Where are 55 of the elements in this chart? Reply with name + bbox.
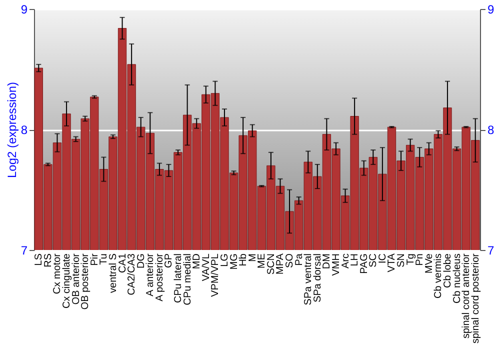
x-tick-label: GP <box>164 253 175 268</box>
x-tick-label: Cx cingulate <box>62 253 73 309</box>
x-tick-label: CPu medial <box>182 254 194 306</box>
x-tick-label: SO <box>284 253 296 268</box>
x-tick-label: LG <box>219 253 230 267</box>
x-tick-label: MPA <box>275 253 286 274</box>
x-tick-label: PAG <box>358 253 370 274</box>
x-tick-label: Cb lobe <box>442 253 454 288</box>
x-tick-label: SCN <box>266 254 277 275</box>
y2-tick-label: 7 <box>488 244 494 258</box>
x-tick-label: VMH <box>330 254 342 276</box>
y-tick-label: 9 <box>20 2 28 16</box>
x-tick-label: spinal cord posterior <box>470 252 482 344</box>
x-tick-label: VPM/VPL <box>210 253 222 297</box>
x-tick-label: A anterior <box>145 252 156 296</box>
x-tick-label: Arc <box>340 254 352 268</box>
x-tick-label: Cx motor <box>52 252 64 294</box>
x-tick-label: Tg <box>405 254 416 266</box>
x-tick-label: OB posterior <box>80 252 92 310</box>
x-tick-label: A posterior <box>154 252 166 302</box>
x-tick-label: SN <box>396 254 408 268</box>
y-axis-title: Log2 (expression) <box>4 82 19 178</box>
x-tick-label: Hb <box>238 253 250 266</box>
x-tick-label: ventral S <box>108 253 119 293</box>
y2-tick-label: 9 <box>488 2 494 16</box>
x-tick-label: Tu <box>98 254 110 265</box>
x-tick-label: LH <box>350 254 361 266</box>
x-tick-label: OB anterior <box>70 252 82 305</box>
x-tick-label: ME <box>256 253 268 268</box>
x-tick-label: Pa <box>294 253 305 266</box>
x-tick-label: SC <box>368 254 380 268</box>
x-tick-label: MD <box>192 254 203 270</box>
x-tick-label: Pn <box>414 254 426 266</box>
y-tick-label: 7 <box>20 244 28 258</box>
x-tick-label: SPa dorsal <box>312 254 324 302</box>
x-tick-label: SPa ventral <box>303 254 314 306</box>
x-tick-label: MVe <box>424 253 435 274</box>
x-tick-label: IC <box>377 254 388 264</box>
x-tick-label: CA1 <box>117 253 128 273</box>
x-tick-label: VTA <box>386 253 398 272</box>
x-tick-label: Cb vermis <box>433 254 444 299</box>
x-tick-label: Cb nucleus <box>452 254 463 304</box>
x-tick-label: CA2/CA3 <box>126 253 138 296</box>
y2-tick-label: 8 <box>488 123 494 137</box>
x-tick-label: CPu lateral <box>173 254 184 303</box>
x-tick-label: M <box>247 254 258 262</box>
x-tick-label: RS <box>42 253 54 268</box>
x-tick-label: LS <box>34 253 45 266</box>
x-tick-label: Pir <box>89 252 100 266</box>
y-tick-label: 8 <box>20 123 28 137</box>
x-tick-label: DG <box>136 253 147 268</box>
x-tick-label: spinal cord anterior <box>461 252 472 339</box>
x-tick-label: DM <box>322 254 333 270</box>
x-tick-label: MG <box>228 253 240 270</box>
x-tick-label: VA/VL <box>200 253 212 282</box>
